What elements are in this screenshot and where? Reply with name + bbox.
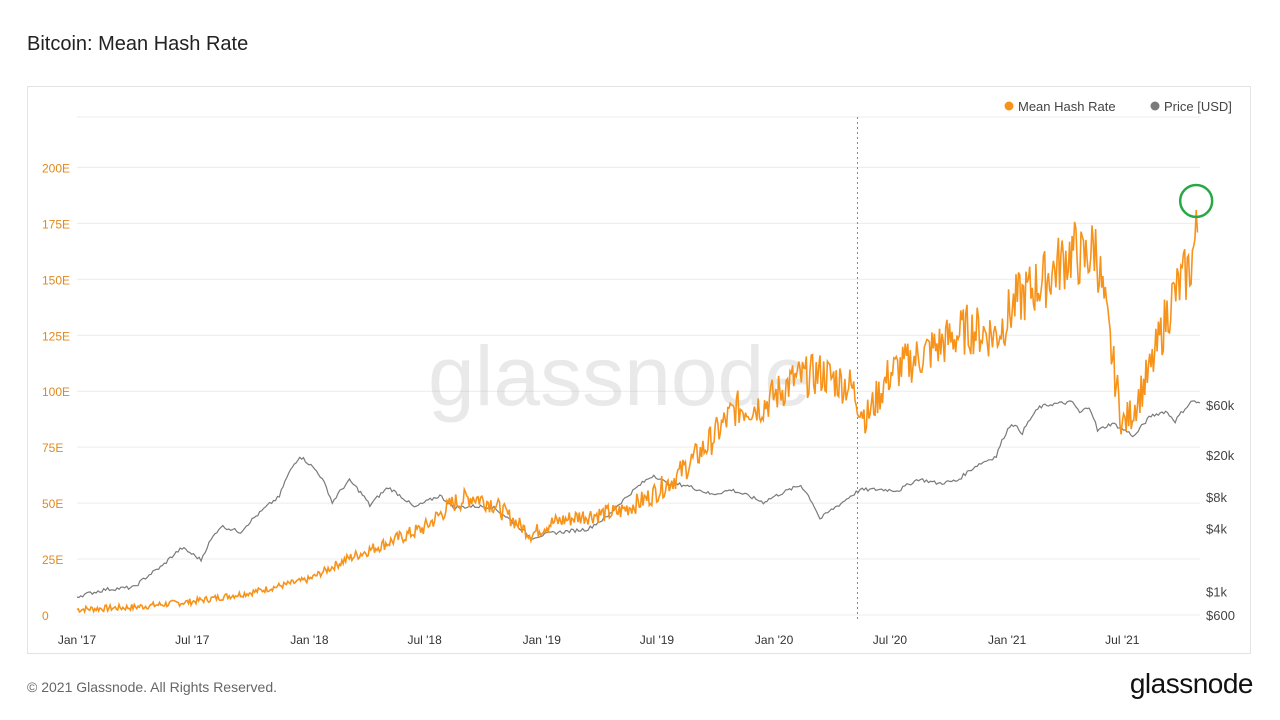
hash-rate-chart: glassnode 0 25E 50E 75E 100E 125E 150E 175E 200E… bbox=[42, 99, 1235, 647]
y-left-tick-label: 150E bbox=[42, 273, 70, 287]
axis-labels: 0 25E 50E 75E 100E 125E 150E 175E 200E $600 $1k $4k… bbox=[42, 161, 1235, 647]
x-tick-label: Jan '21 bbox=[988, 633, 1027, 647]
y-left-tick-label: 175E bbox=[42, 217, 70, 231]
x-tick-label: Jul '19 bbox=[640, 633, 675, 647]
x-tick-label: Jan '18 bbox=[290, 633, 329, 647]
y-right-tick-label: $4k bbox=[1206, 521, 1227, 536]
page-title: Bitcoin: Mean Hash Rate bbox=[27, 33, 249, 55]
legend: Mean Hash Rate Price [USD] bbox=[1004, 99, 1232, 114]
y-left-tick-label: 125E bbox=[42, 329, 70, 343]
legend-price-dot bbox=[1150, 101, 1160, 111]
legend-price-label[interactable]: Price [USD] bbox=[1164, 99, 1232, 114]
price-series-line bbox=[76, 400, 1201, 599]
x-tick-label: Jul '18 bbox=[407, 633, 442, 647]
y-right-tick-label: $600 bbox=[1206, 608, 1235, 623]
glassnode-logo[interactable]: glassnode bbox=[1129, 668, 1254, 699]
x-tick-label: Jul '20 bbox=[873, 633, 908, 647]
y-left-tick-label: 200E bbox=[42, 161, 70, 175]
highlight-circle bbox=[1178, 183, 1214, 219]
x-tick-label: Jul '17 bbox=[175, 633, 210, 647]
y-left-tick-label: 75E bbox=[42, 441, 63, 455]
grid-lines bbox=[77, 116, 1200, 616]
y-left-tick-label: 25E bbox=[42, 553, 63, 567]
legend-hash-dot bbox=[1004, 101, 1014, 111]
y-right-tick-label: $20k bbox=[1206, 448, 1235, 463]
chart-card: glassnode 0 25E 50E 75E 100E 125E 150E 175E 200E… bbox=[27, 86, 1251, 654]
y-left-tick-label: 0 bbox=[42, 609, 49, 623]
y-left-tick-label: 100E bbox=[42, 385, 70, 399]
x-tick-label: Jan '20 bbox=[755, 633, 794, 647]
footer-copyright: © 2021 Glassnode. All Rights Reserved. bbox=[27, 679, 278, 695]
y-left-tick-label: 50E bbox=[42, 497, 63, 511]
y-right-tick-label: $1k bbox=[1206, 585, 1227, 600]
y-right-tick-label: $60k bbox=[1206, 398, 1235, 413]
legend-hash-label[interactable]: Mean Hash Rate bbox=[1018, 99, 1116, 114]
x-tick-label: Jan '19 bbox=[523, 633, 562, 647]
x-tick-label: Jan '17 bbox=[58, 633, 97, 647]
y-right-tick-label: $8k bbox=[1206, 490, 1227, 505]
hash-rate-series-line bbox=[76, 209, 1199, 615]
x-tick-label: Jul '21 bbox=[1105, 633, 1140, 647]
watermark: glassnode bbox=[428, 329, 811, 423]
